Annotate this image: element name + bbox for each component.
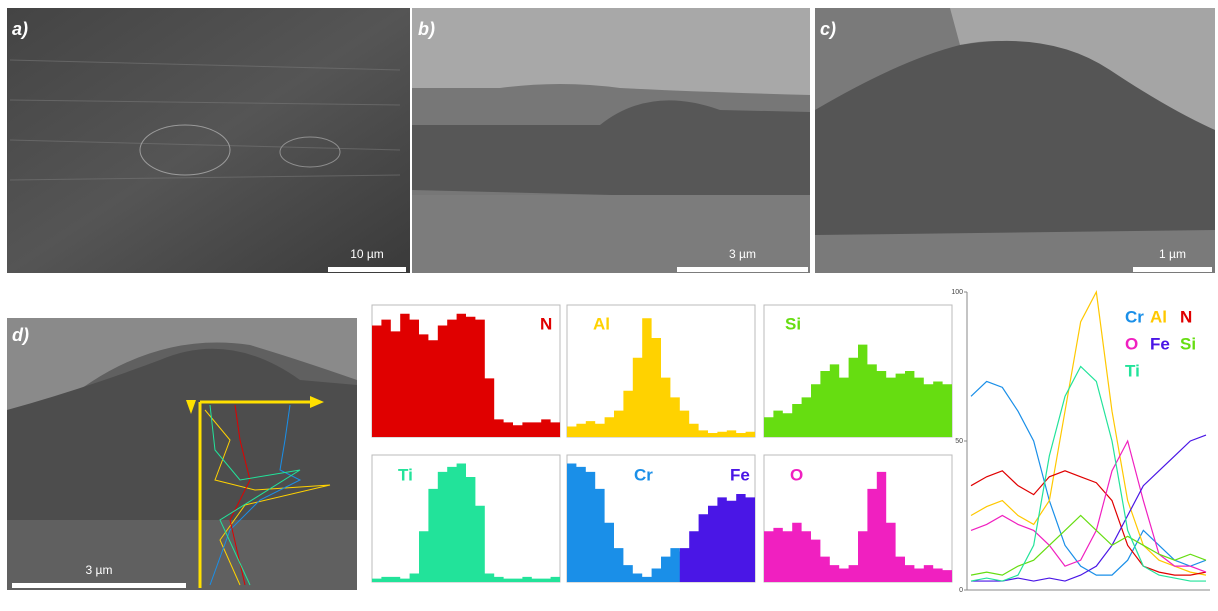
panel-label: b) bbox=[418, 19, 435, 39]
overlay-profile bbox=[209, 404, 301, 586]
legend-entry: Ti bbox=[1125, 361, 1140, 380]
profile-area bbox=[567, 463, 755, 582]
profile-area bbox=[567, 493, 755, 582]
y-tick-label: 100 bbox=[951, 289, 963, 296]
legend-entry: Si bbox=[1180, 334, 1196, 353]
profile-area bbox=[372, 313, 560, 437]
element-label: Ti bbox=[398, 465, 413, 484]
layer bbox=[412, 100, 810, 200]
overlay-profile bbox=[209, 404, 302, 586]
scale-bar-label: 3 µm bbox=[86, 563, 113, 577]
profile-area bbox=[764, 471, 952, 582]
layer bbox=[412, 8, 810, 95]
layer bbox=[7, 348, 357, 520]
legend-entry: N bbox=[1180, 307, 1192, 326]
profile-area bbox=[567, 318, 755, 437]
layer bbox=[412, 195, 810, 273]
scan-line bbox=[971, 434, 1207, 582]
overlay-profile bbox=[204, 409, 331, 586]
element-label: Fe bbox=[730, 465, 750, 484]
scan-line bbox=[970, 290, 1207, 576]
scale-bar bbox=[12, 583, 186, 588]
element-label: N bbox=[540, 314, 552, 333]
element-label: O bbox=[790, 465, 803, 484]
legend-entry: Al bbox=[1150, 307, 1167, 326]
scale-bar bbox=[677, 267, 808, 272]
scan-line bbox=[970, 470, 1207, 576]
panel-label: c) bbox=[820, 19, 836, 39]
legend-entry: Fe bbox=[1150, 334, 1170, 353]
element-label: Cr bbox=[634, 465, 653, 484]
panel-label: a) bbox=[12, 19, 28, 39]
y-tick-label: 0 bbox=[959, 587, 963, 594]
layer bbox=[7, 318, 357, 410]
arrow-head bbox=[310, 396, 324, 408]
y-tick-label: 50 bbox=[955, 438, 963, 445]
profile-area bbox=[372, 463, 560, 582]
scan-line bbox=[970, 439, 1207, 573]
overlay-profile bbox=[229, 404, 251, 586]
scale-bar bbox=[1133, 267, 1212, 272]
element-label: Al bbox=[593, 314, 610, 333]
panel-label: d) bbox=[12, 325, 29, 345]
element-label: Si bbox=[785, 314, 801, 333]
scale-bar-label: 1 µm bbox=[1159, 247, 1186, 261]
layer bbox=[815, 40, 1215, 236]
scale-bar-label: 10 µm bbox=[350, 247, 384, 261]
scale-bar bbox=[328, 267, 406, 272]
legend-entry: O bbox=[1125, 334, 1138, 353]
profile-area bbox=[764, 344, 952, 437]
scale-bar-label: 3 µm bbox=[729, 247, 756, 261]
scan-line bbox=[970, 514, 1207, 576]
texture bbox=[9, 59, 401, 181]
scan-line bbox=[970, 365, 1206, 582]
sem-image bbox=[7, 8, 410, 273]
arrow-head bbox=[186, 400, 196, 414]
legend-entry: Cr bbox=[1125, 307, 1144, 326]
